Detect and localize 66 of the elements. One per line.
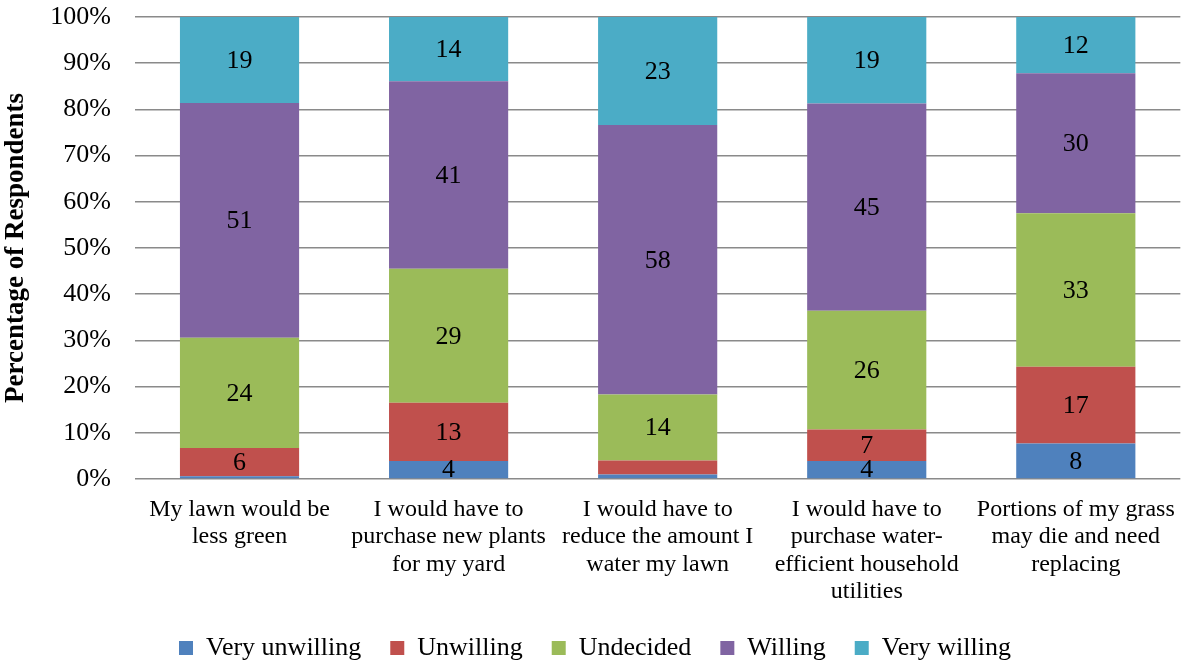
- data-label: 45: [853, 191, 880, 221]
- bar: [179, 102, 300, 338]
- data-label: 8: [1069, 445, 1083, 475]
- data-label: 13: [435, 416, 462, 446]
- legend-label: Very unwilling: [206, 631, 362, 661]
- x-tick-label: I would have to reduce the amount I water my lawn: [562, 494, 754, 576]
- x-tick-label: Portions of my grass may die and need replacing: [976, 494, 1175, 576]
- legend-label: Undecided: [578, 631, 692, 661]
- bar: [1016, 73, 1136, 214]
- bar: [389, 402, 509, 461]
- data-label: 41: [435, 159, 462, 189]
- bar: [807, 103, 927, 311]
- bar: [1016, 366, 1136, 444]
- legend-label: Unwilling: [417, 631, 523, 661]
- y-tick-label: 10%: [63, 416, 111, 446]
- data-label: 58: [644, 244, 671, 274]
- y-tick-label: 90%: [63, 47, 111, 77]
- x-tick-label: I would have to purchase water-efficient household utilities: [774, 494, 959, 604]
- data-label: 4: [442, 454, 456, 484]
- data-label: 19: [226, 44, 253, 74]
- bar: [1016, 17, 1136, 74]
- bar: [807, 460, 927, 479]
- legend-label: Willing: [747, 631, 826, 661]
- data-label: 30: [1062, 128, 1089, 158]
- bar: [598, 17, 718, 126]
- y-tick-label: 0%: [76, 462, 111, 492]
- bar: [389, 81, 509, 269]
- bar: [598, 394, 718, 461]
- bar: [179, 17, 300, 103]
- bar: [389, 17, 509, 82]
- data-label: 23: [644, 55, 671, 85]
- bar: [807, 310, 927, 430]
- data-label: 19: [853, 45, 880, 75]
- data-label: 14: [644, 412, 671, 442]
- y-tick-label: 70%: [63, 139, 111, 169]
- data-label: 33: [1062, 274, 1089, 304]
- bar: [598, 460, 718, 475]
- y-tick-label: 40%: [63, 278, 111, 308]
- y-tick-label: 30%: [63, 324, 111, 354]
- data-label: 14: [435, 33, 462, 63]
- y-tick-label: 20%: [63, 370, 111, 400]
- data-label: 26: [853, 355, 880, 385]
- bar: [389, 460, 509, 479]
- y-tick-label: 60%: [63, 185, 111, 215]
- data-label: 24: [226, 377, 253, 407]
- bar: [598, 125, 718, 395]
- data-label: 17: [1062, 389, 1089, 419]
- data-label: 29: [435, 320, 462, 350]
- x-tick-label: My lawn would be less green: [149, 494, 330, 549]
- y-tick-label: 80%: [63, 93, 111, 123]
- data-label: 51: [226, 205, 253, 235]
- y-tick-label: 50%: [63, 231, 111, 261]
- bar: [598, 474, 718, 479]
- data-label: 12: [1062, 30, 1089, 60]
- bar: [1016, 213, 1136, 367]
- y-axis-title: Percentage of Respondents: [0, 93, 30, 403]
- legend-label: Very willing: [881, 631, 1011, 661]
- bar: [807, 17, 927, 104]
- bar: [179, 337, 300, 449]
- data-label: 6: [233, 446, 247, 476]
- y-tick-label: 100%: [50, 0, 111, 30]
- x-tick-label: I would have to purchase new plants for my yard: [351, 494, 546, 576]
- bar: [389, 268, 509, 403]
- bar: [807, 429, 927, 461]
- bar: [1016, 443, 1136, 479]
- bar: [179, 448, 300, 477]
